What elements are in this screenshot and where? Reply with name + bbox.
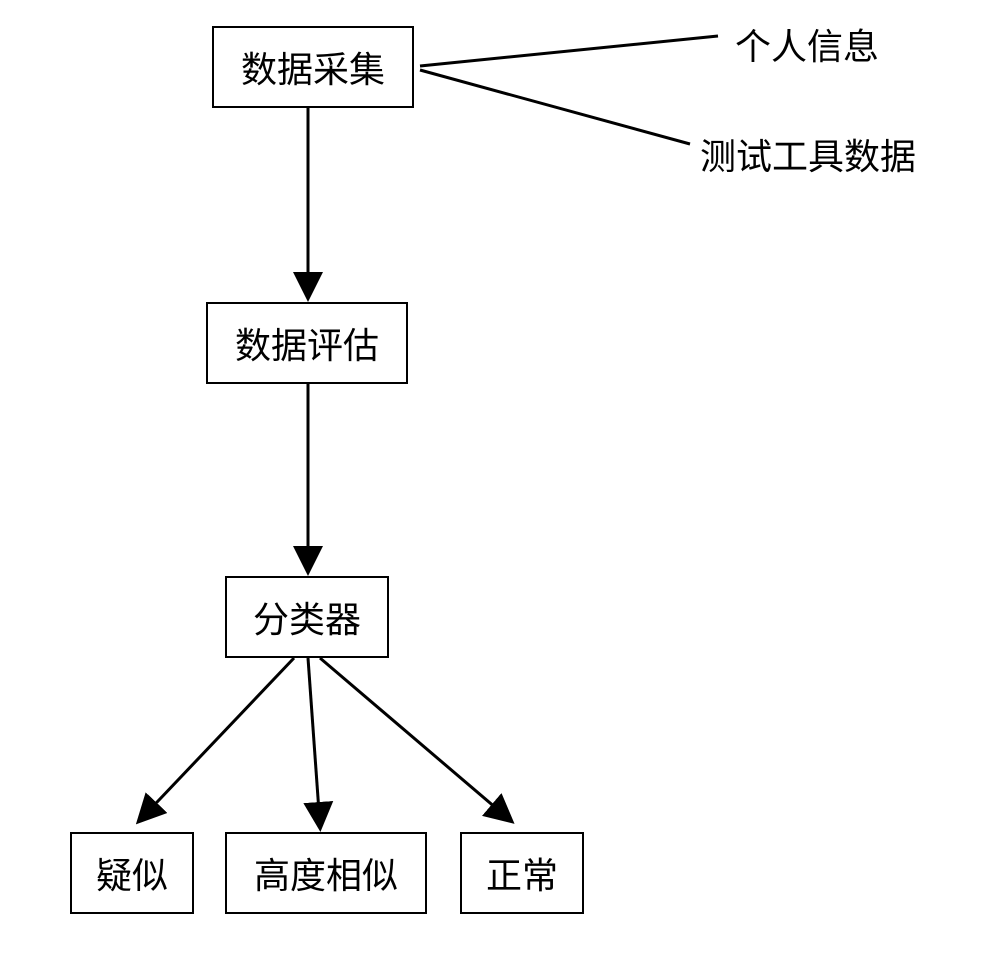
node-label: 数据评估 xyxy=(235,317,379,369)
node-data-collection: 数据采集 xyxy=(212,26,414,108)
node-label: 疑似 xyxy=(96,847,168,899)
label-text: 测试工具数据 xyxy=(700,136,916,177)
node-classifier: 分类器 xyxy=(225,576,389,658)
node-suspected: 疑似 xyxy=(70,832,194,914)
node-label: 分类器 xyxy=(253,591,361,643)
input-label-personal-info: 个人信息 xyxy=(735,18,879,70)
node-label: 高度相似 xyxy=(254,847,398,899)
node-normal: 正常 xyxy=(460,832,584,914)
node-highly-similar: 高度相似 xyxy=(225,832,427,914)
node-label: 数据采集 xyxy=(241,41,385,93)
node-data-evaluation: 数据评估 xyxy=(206,302,408,384)
input-label-test-tool-data: 测试工具数据 xyxy=(700,128,916,180)
label-text: 个人信息 xyxy=(735,26,879,67)
node-label: 正常 xyxy=(486,847,558,899)
